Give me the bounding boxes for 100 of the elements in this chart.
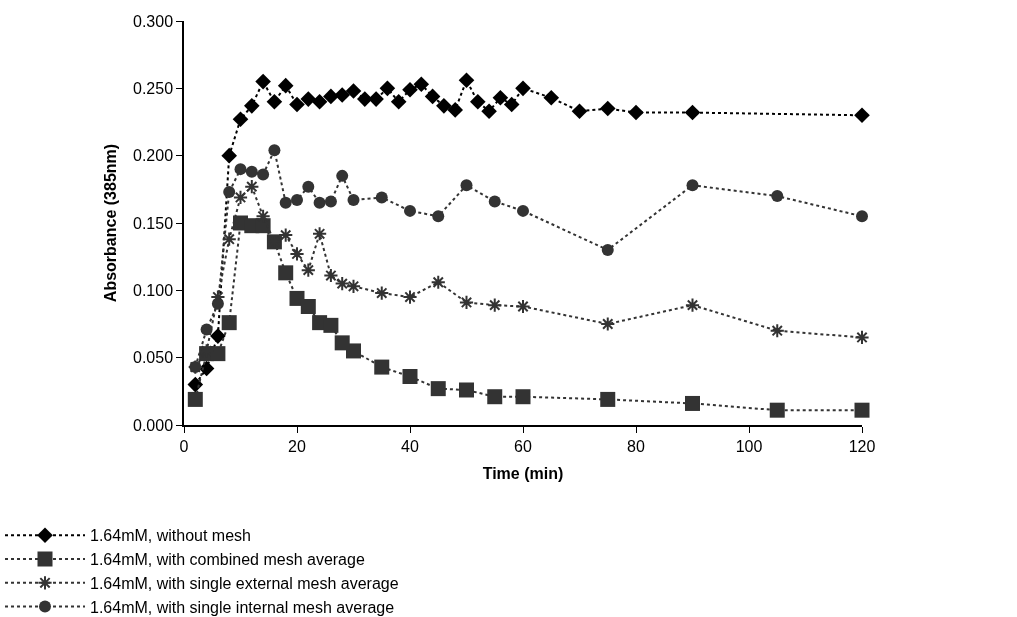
point <box>244 98 260 114</box>
point <box>769 323 785 339</box>
point <box>856 210 868 223</box>
point <box>769 402 785 418</box>
point <box>854 402 870 418</box>
y-tick-label: 0.300 <box>133 12 174 30</box>
x-tick-label: 80 <box>627 437 645 455</box>
point <box>245 165 258 178</box>
point <box>515 298 531 315</box>
point <box>323 88 339 105</box>
point <box>221 147 237 164</box>
point <box>232 111 249 128</box>
point <box>300 262 316 278</box>
point <box>515 80 531 97</box>
point <box>345 83 362 99</box>
point <box>200 323 213 336</box>
point <box>402 81 418 98</box>
y-tick-label: 0.200 <box>133 147 174 165</box>
x-tick-label: 60 <box>514 437 532 455</box>
point <box>300 298 316 314</box>
point <box>402 369 418 385</box>
point <box>313 196 326 209</box>
point <box>481 103 497 120</box>
point <box>278 227 294 243</box>
y-axis-title: Absorbance (385nm) <box>102 143 120 303</box>
point <box>291 194 303 207</box>
point <box>345 278 362 294</box>
point <box>600 316 616 332</box>
point <box>854 329 870 346</box>
point <box>854 107 870 124</box>
point <box>402 289 418 305</box>
point <box>255 73 271 90</box>
point <box>187 376 204 393</box>
point <box>311 94 328 110</box>
legend-label: 1.64mM, with single external mesh average <box>90 575 399 593</box>
point <box>277 77 294 94</box>
point <box>210 346 226 362</box>
point <box>266 94 283 110</box>
point <box>302 180 315 193</box>
point <box>404 204 416 217</box>
legend-label: 1.64mM, without mesh <box>90 527 251 545</box>
y-tick-label: 0.050 <box>133 349 174 367</box>
point <box>599 100 616 117</box>
point <box>430 274 446 290</box>
y-tick-label: 0.250 <box>133 79 174 97</box>
point <box>470 94 486 110</box>
point <box>368 91 384 107</box>
point <box>187 391 203 407</box>
point <box>211 297 224 310</box>
point <box>268 144 281 157</box>
point <box>210 328 226 344</box>
point <box>424 88 441 105</box>
y-tick-label: 0.000 <box>133 416 174 434</box>
point <box>223 186 236 199</box>
point <box>413 76 430 93</box>
point <box>346 343 361 359</box>
point <box>221 231 237 247</box>
point <box>234 163 247 176</box>
x-axis-title: Time (min) <box>482 465 564 483</box>
point <box>684 297 701 313</box>
point <box>460 179 473 192</box>
point <box>357 91 373 107</box>
y-tick-label: 0.100 <box>133 281 174 299</box>
point <box>289 96 305 113</box>
point <box>517 204 529 217</box>
point <box>432 210 445 223</box>
x-tick-label: 100 <box>735 437 763 455</box>
point <box>492 89 509 106</box>
point <box>487 297 503 313</box>
point <box>336 169 349 182</box>
point <box>257 168 270 181</box>
point <box>323 317 339 333</box>
point <box>459 382 474 398</box>
point <box>334 87 350 103</box>
point <box>503 96 520 113</box>
x-tick-label: 40 <box>401 437 419 455</box>
point <box>488 195 501 208</box>
point <box>447 102 463 118</box>
point <box>430 381 446 397</box>
point <box>312 226 328 242</box>
y-tick-label: 0.150 <box>133 214 174 232</box>
x-tick-label: 120 <box>848 437 876 455</box>
point <box>375 191 388 204</box>
point <box>771 190 784 203</box>
point <box>601 243 614 256</box>
point <box>458 72 475 89</box>
point <box>390 94 407 110</box>
point <box>334 276 350 292</box>
point <box>487 389 503 405</box>
point <box>278 265 294 281</box>
point <box>323 267 339 284</box>
point <box>543 89 560 106</box>
point <box>458 294 475 311</box>
point <box>221 315 237 331</box>
point <box>324 195 337 208</box>
point <box>628 104 644 121</box>
point <box>685 395 700 411</box>
point <box>300 91 317 107</box>
point <box>347 194 360 207</box>
point <box>686 179 699 192</box>
